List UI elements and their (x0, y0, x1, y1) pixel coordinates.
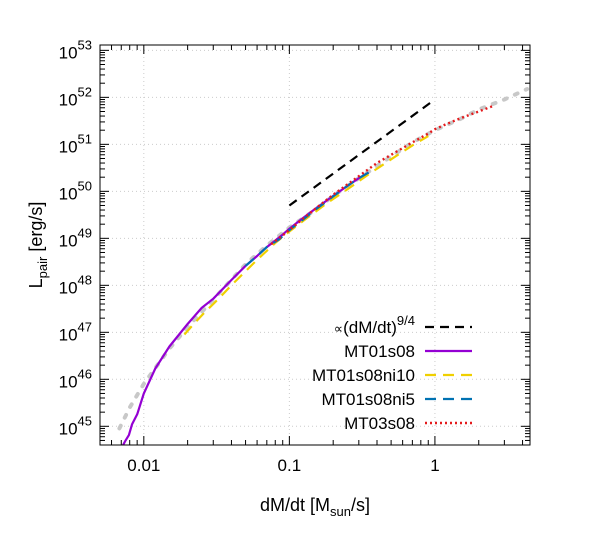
grid (100, 45, 530, 445)
legend: ∝(dM/dt)9/4 MT01s08 MT01s08ni10 MT01s08ni5 M… (312, 313, 472, 433)
series-line-mt01s08ni10 (183, 135, 429, 336)
series-line-mt01s08ni5 (244, 171, 370, 267)
y-tick-label: 1046 (59, 366, 92, 391)
x-axis-title: dM/dt [Msun/s] (260, 495, 370, 519)
y-tick-label: 1052 (59, 84, 92, 109)
x-tick-label: 1 (430, 456, 439, 475)
y-tick-label: 1051 (59, 131, 92, 156)
fit-curve-line (117, 87, 530, 431)
y-axis-title: Lpair [erg/s] (26, 202, 50, 289)
legend-label-mt01s08: MT01s08 (344, 342, 415, 361)
series-line-reference (288, 98, 436, 207)
x-tick-label: 0.01 (127, 456, 160, 475)
y-tick-label: 1045 (59, 413, 92, 438)
axis-ticks (100, 45, 530, 445)
legend-label-mt01s08ni5: MT01s08ni5 (321, 390, 415, 409)
legend-label-mt01s08ni10: MT01s08ni10 (312, 366, 415, 385)
series-line-mt03s08 (270, 104, 494, 246)
y-tick-label: 1047 (59, 319, 92, 344)
x-tick-label: 0.1 (278, 456, 302, 475)
plot-frame (99, 44, 531, 446)
x-tick-labels: 0.01 0.1 1 (127, 456, 439, 475)
y-tick-label: 1049 (59, 225, 92, 250)
fit-curve-layer (117, 87, 530, 431)
y-tick-label: 1048 (59, 272, 92, 297)
legend-label-reference: ∝(dM/dt)9/4 (334, 313, 415, 337)
y-tick-label: 1053 (59, 37, 92, 62)
series-layer (122, 98, 494, 446)
y-tick-labels: 1045 1046 1047 1048 1049 1050 1051 1052 1053 (59, 37, 92, 438)
y-tick-label: 1050 (59, 178, 92, 203)
legend-label-mt03s08: MT03s08 (344, 414, 415, 433)
